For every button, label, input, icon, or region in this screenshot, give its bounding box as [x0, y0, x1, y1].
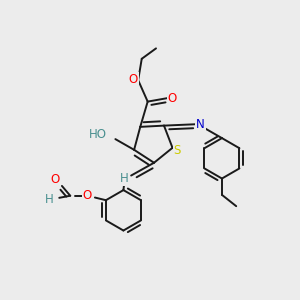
Text: O: O — [51, 173, 60, 187]
Text: HO: HO — [88, 128, 106, 142]
Text: O: O — [82, 189, 92, 202]
Text: O: O — [167, 92, 177, 104]
Text: S: S — [174, 144, 181, 157]
Text: O: O — [129, 73, 138, 85]
Text: H: H — [45, 193, 54, 206]
Text: N: N — [196, 118, 205, 130]
Text: H: H — [120, 172, 129, 185]
